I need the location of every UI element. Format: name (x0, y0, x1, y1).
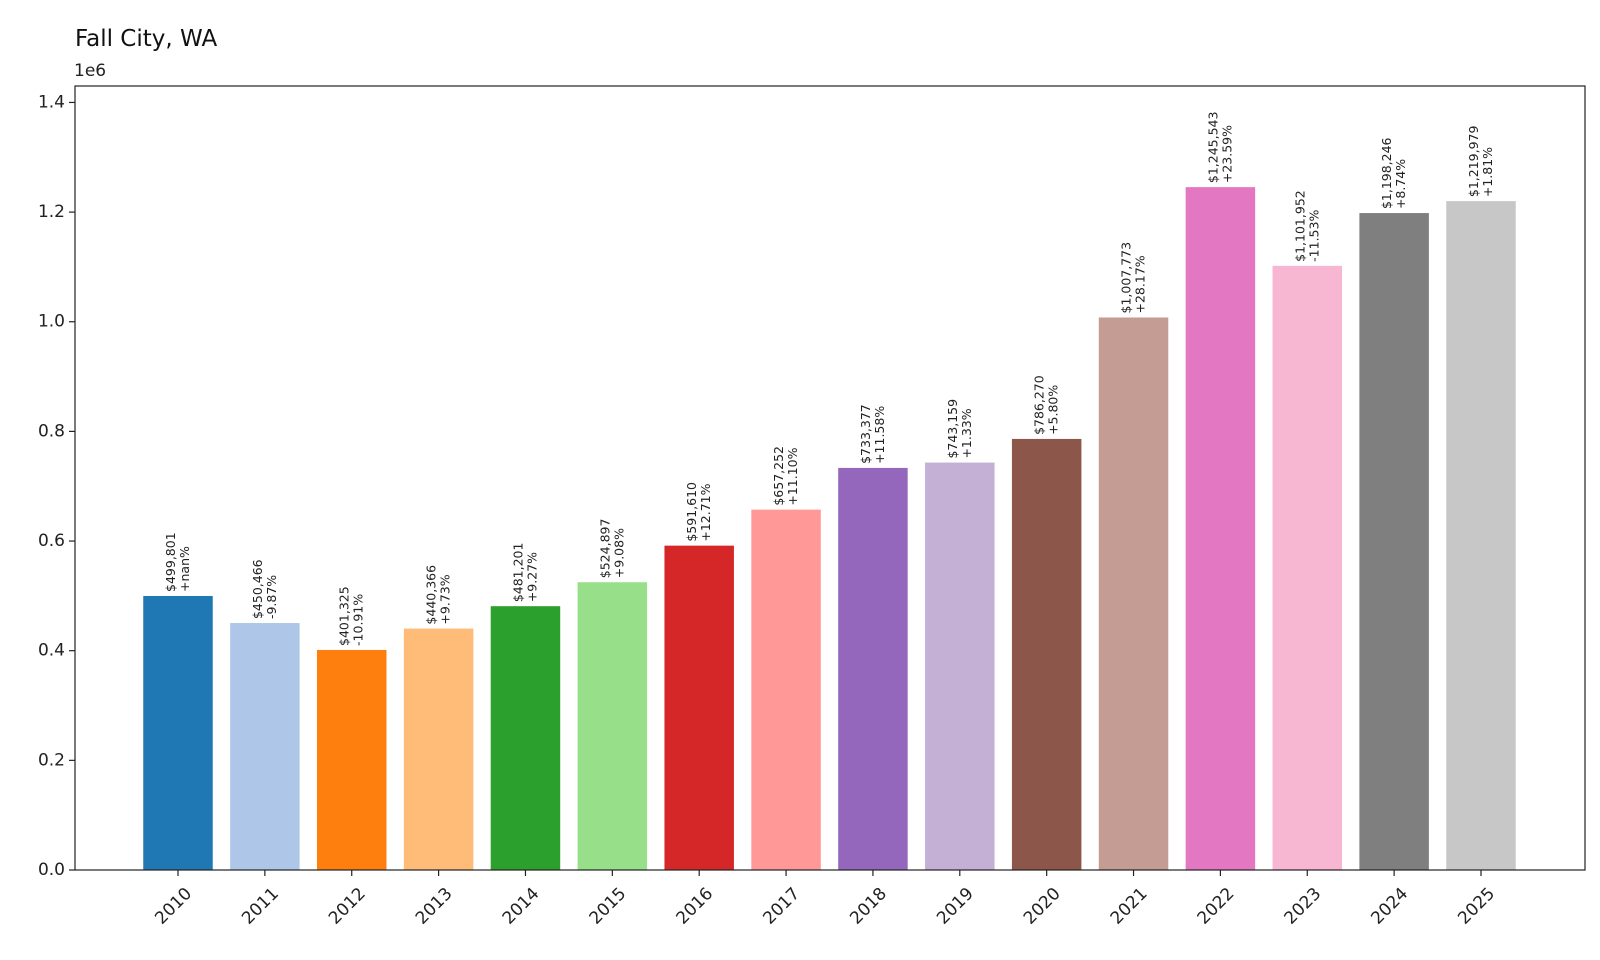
y-axis-offset-label: 1e6 (74, 61, 106, 81)
y-tick-label: 1.2 (38, 202, 65, 222)
y-tick-label: 1.0 (38, 312, 65, 332)
bar-label-2024: $1,198,246+8.74% (1379, 137, 1408, 209)
bar-labels-layer: $499,801+nan% $450,466-9.87% $401,325-10.9… (163, 112, 1495, 646)
bar-2020 (1011, 438, 1082, 870)
x-tick-label-2025: 2025 (1454, 884, 1499, 929)
x-tick-label-2020: 2020 (1020, 884, 1065, 929)
bar-change-label: -9.87% (264, 575, 279, 619)
bar-2024 (1359, 213, 1429, 870)
y-tick-label: 1.4 (38, 92, 65, 112)
bar-2021 (1098, 317, 1169, 870)
bar-2025 (1446, 201, 1516, 870)
bar-value-label: $401,325 (337, 586, 352, 646)
x-tick-label-2015: 2015 (586, 884, 631, 929)
x-tick-label-2010: 2010 (151, 884, 196, 929)
bar-2015 (577, 582, 648, 870)
bar-2017 (751, 509, 821, 870)
bar-value-label: $657,252 (771, 446, 786, 506)
bar-value-label: $524,897 (597, 519, 612, 579)
bar-change-label: +1.81% (1480, 147, 1495, 197)
bar-label-2015: $524,897+9.08% (597, 519, 626, 579)
bar-change-label: +5.80% (1046, 385, 1061, 435)
bar-value-label: $591,610 (684, 482, 699, 542)
bar-value-label: $743,159 (945, 399, 960, 459)
bar-value-label: $1,198,246 (1379, 137, 1394, 209)
bar-change-label: +nan% (177, 546, 192, 592)
bar-2010 (143, 595, 213, 870)
x-tick-label-2021: 2021 (1107, 884, 1152, 929)
bar-value-label: $450,466 (250, 559, 265, 619)
bar-2012 (316, 649, 387, 870)
bars-layer (143, 187, 1516, 871)
y-tick-label: 0.6 (38, 531, 65, 551)
bar-change-label: -11.53% (1306, 210, 1321, 262)
bar-change-label: +1.33% (959, 408, 974, 458)
bar-label-2025: $1,219,979+1.81% (1466, 126, 1495, 198)
y-tick-label: 0.4 (38, 641, 65, 661)
y-tick-label: 0.2 (38, 750, 65, 770)
bar-value-label: $733,377 (858, 404, 873, 464)
bar-label-2014: $481,201+9.27% (510, 543, 539, 603)
bar-change-label: +23.59% (1219, 125, 1234, 183)
chart-title: Fall City, WA (75, 26, 217, 52)
bar-label-2018: $733,377+11.58% (858, 404, 887, 464)
bar-change-label: +28.17% (1133, 255, 1148, 313)
bar-2013 (403, 628, 474, 870)
y-tick-label: 0.0 (38, 860, 65, 880)
bar-change-label: +8.74% (1393, 159, 1408, 209)
x-tick-label-2023: 2023 (1281, 884, 1326, 929)
x-tick-label-2018: 2018 (846, 884, 891, 929)
bar-2019 (925, 462, 995, 870)
x-tick-label-2016: 2016 (672, 884, 717, 929)
bar-label-2023: $1,101,952-11.53% (1292, 190, 1321, 262)
bar-change-label: +9.08% (611, 528, 626, 578)
x-tick-label-2012: 2012 (325, 884, 370, 929)
bar-value-label: $1,101,952 (1292, 190, 1307, 262)
bar-value-label: $440,366 (424, 565, 439, 625)
bar-value-label: $1,245,543 (1205, 112, 1220, 184)
bar-change-label: +9.73% (438, 574, 453, 624)
x-tick-label-2017: 2017 (759, 884, 804, 929)
bar-label-2022: $1,245,543+23.59% (1205, 112, 1234, 184)
x-tick-label-2019: 2019 (933, 884, 978, 929)
x-tick-label-2024: 2024 (1367, 884, 1412, 929)
bar-change-label: +9.27% (524, 552, 539, 602)
x-tick-label-2013: 2013 (412, 884, 457, 929)
bar-change-label: +11.10% (785, 447, 800, 505)
bar-value-label: $499,801 (163, 532, 178, 592)
bar-change-label: +12.71% (698, 483, 713, 541)
bar-2011 (230, 623, 300, 870)
bar-change-label: -10.91% (351, 594, 366, 646)
bar-label-2013: $440,366+9.73% (424, 565, 453, 625)
bar-label-2016: $591,610+12.71% (684, 482, 713, 542)
bar-2018 (838, 467, 908, 870)
bar-label-2010: $499,801+nan% (163, 532, 192, 592)
bar-label-2021: $1,007,773+28.17% (1119, 242, 1148, 314)
x-tick-label-2011: 2011 (238, 884, 283, 929)
bar-label-2012: $401,325-10.91% (337, 586, 366, 646)
bar-label-2017: $657,252+11.10% (771, 446, 800, 506)
bar-2022 (1185, 187, 1256, 870)
bar-label-2020: $786,270+5.80% (1032, 375, 1061, 435)
bar-value-label: $1,007,773 (1119, 242, 1134, 314)
bar-value-label: $1,219,979 (1466, 126, 1481, 198)
bar-change-label: +11.58% (872, 406, 887, 464)
bar-label-2019: $743,159+1.33% (945, 399, 974, 459)
bar-value-label: $786,270 (1032, 375, 1047, 435)
bar-2014 (490, 606, 561, 870)
x-tick-label-2022: 2022 (1194, 884, 1239, 929)
bar-value-label: $481,201 (510, 543, 525, 603)
bar-2023 (1272, 265, 1343, 871)
plot-frame (74, 85, 1586, 871)
bar-2016 (664, 545, 734, 870)
x-tick-label-2014: 2014 (499, 884, 544, 929)
bar-label-2011: $450,466-9.87% (250, 559, 279, 619)
y-tick-label: 0.8 (38, 421, 65, 441)
